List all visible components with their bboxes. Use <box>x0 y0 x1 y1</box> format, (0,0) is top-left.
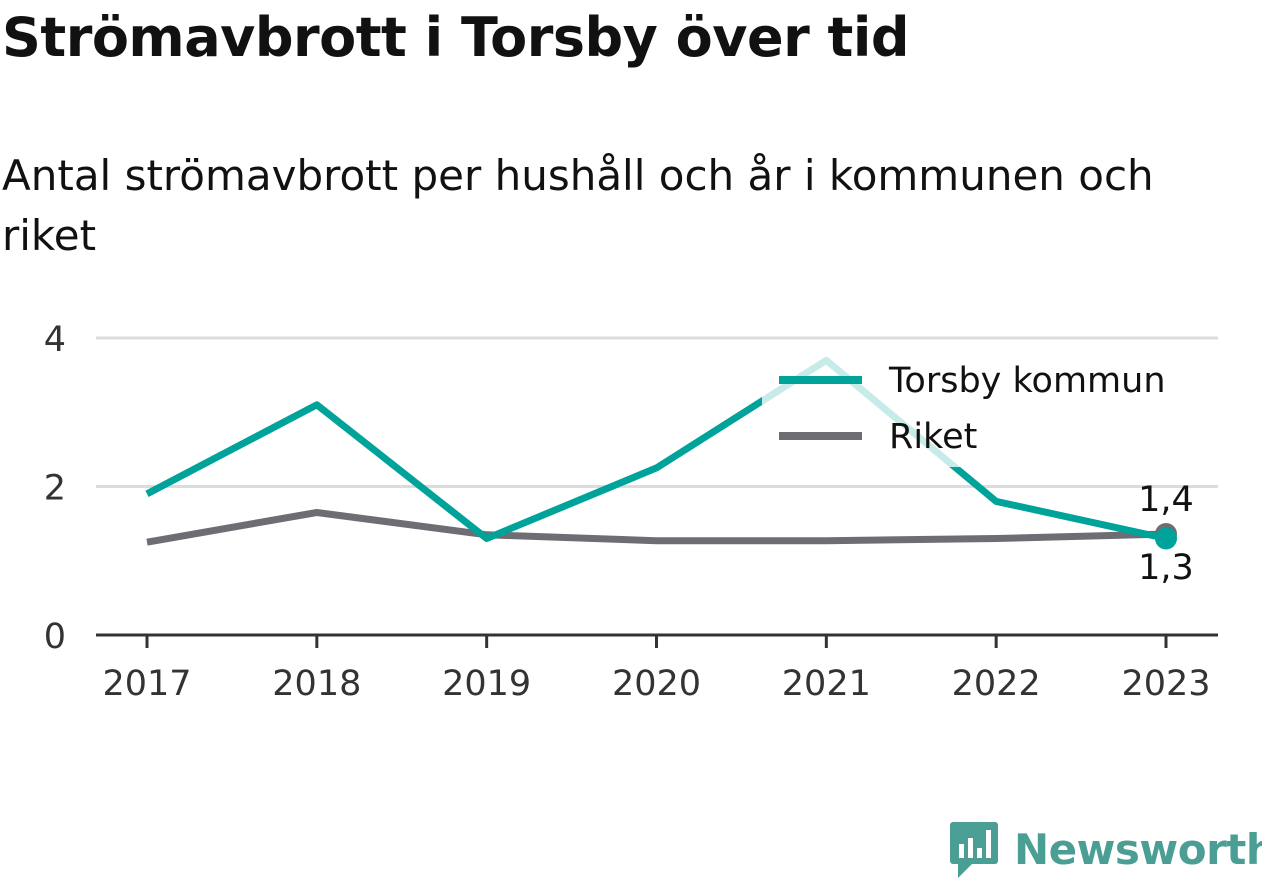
y-tick-label: 0 <box>44 617 66 657</box>
series-line-torsby <box>145 356 1167 542</box>
y-tick-label: 4 <box>44 320 66 360</box>
x-tick-label: 2022 <box>952 664 1041 704</box>
x-tick-label: 2020 <box>612 664 701 704</box>
x-axis: 2017 2018 2019 2020 2021 2022 2023 <box>96 633 1218 704</box>
legend-label: Riket <box>889 417 977 457</box>
gridlines <box>96 336 1218 488</box>
newsworthy-logo: Newsworthy <box>950 818 1262 880</box>
end-label-torsby: 1,3 <box>1138 548 1194 588</box>
newsworthy-bars-icon <box>950 822 998 878</box>
end-point-torsby <box>1155 527 1177 550</box>
y-tick-label: 2 <box>44 469 66 509</box>
chart-title: Strömavbrott i Torsby över tid <box>2 6 909 69</box>
legend: Torsby kommun Riket <box>762 352 1192 467</box>
series-line-riket <box>146 509 1167 546</box>
end-markers: 1,4 1,3 <box>1138 480 1194 588</box>
x-tick-label: 2023 <box>1121 664 1210 704</box>
x-tick-label: 2021 <box>782 664 871 704</box>
x-tick-label: 2017 <box>102 664 191 704</box>
x-tick-label: 2018 <box>272 664 361 704</box>
end-label-riket: 1,4 <box>1138 480 1194 520</box>
legend-label: Torsby kommun <box>888 361 1166 401</box>
series-lines <box>145 356 1167 546</box>
x-tick-label: 2019 <box>442 664 531 704</box>
chart-subtitle: Antal strömavbrott per hushåll och år i … <box>2 151 1154 260</box>
brand-name: Newsworthy <box>1014 824 1262 874</box>
y-axis-ticks: 0 2 4 <box>44 320 66 657</box>
legend-background <box>762 352 1192 467</box>
